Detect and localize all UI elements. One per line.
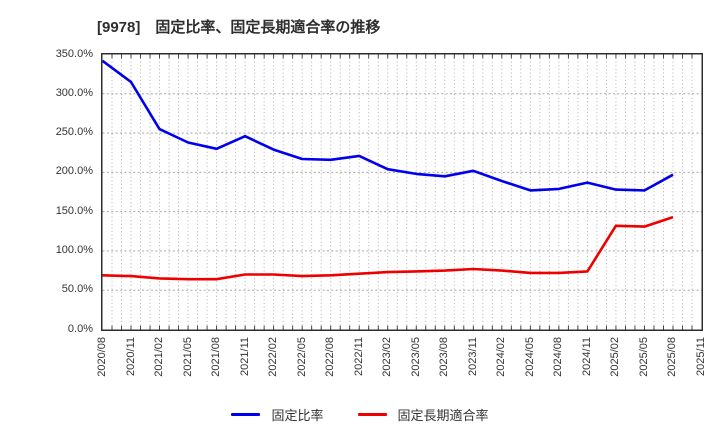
legend-item-fixed-ratio: 固定比率 <box>231 405 324 424</box>
chart-title: [9978] 固定比率、固定長期適合率の推移 <box>97 19 381 36</box>
series-line-1 <box>102 215 674 281</box>
y-axis-label: 50.0% <box>61 283 93 296</box>
chart-legend: 固定比率 固定長期適合率 <box>0 405 720 424</box>
y-axis-label: 250.0% <box>55 126 93 139</box>
plot-area <box>101 53 703 331</box>
series-line-0 <box>101 59 674 192</box>
y-axis-label: 350.0% <box>55 47 93 60</box>
legend-label-fixed-ratio: 固定比率 <box>271 408 324 423</box>
y-axis-label: 150.0% <box>55 204 93 217</box>
legend-line-swatch-red <box>357 413 387 416</box>
axis-border <box>101 53 703 331</box>
y-axis-label: 0.0% <box>67 322 93 335</box>
legend-item-fixed-longterm-ratio: 固定長期適合率 <box>357 405 489 424</box>
y-axis-label: 300.0% <box>55 86 93 99</box>
y-axis-label: 200.0% <box>55 165 93 178</box>
legend-line-swatch-blue <box>231 413 261 416</box>
y-axis-label: 100.0% <box>55 243 93 256</box>
legend-label-fixed-longterm-ratio: 固定長期適合率 <box>397 408 489 423</box>
y-axis: 350.0% 300.0% 250.0% 200.0% 150.0% 100.0% 50.0… <box>0 0 93 440</box>
chart-canvas <box>101 53 703 331</box>
